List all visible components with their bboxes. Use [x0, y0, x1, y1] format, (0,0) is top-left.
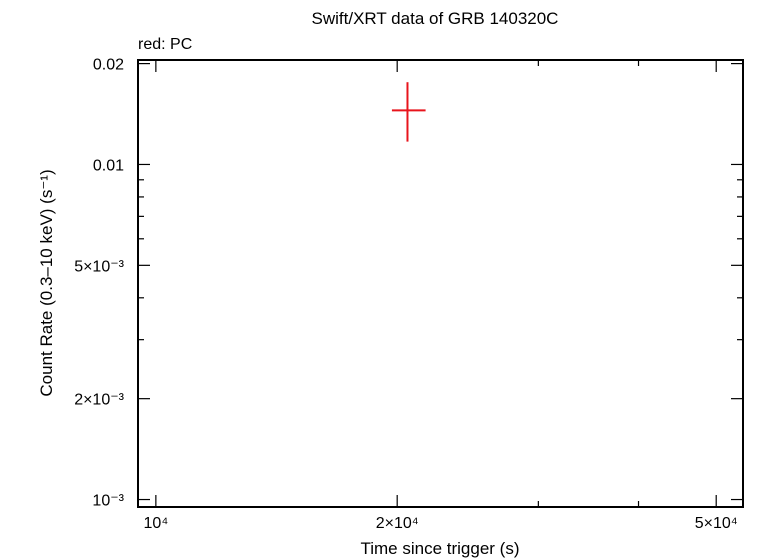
- axis-ticks: [138, 60, 743, 507]
- x-tick-label: 10⁴: [144, 515, 169, 532]
- legend-text: red: PC: [138, 36, 192, 53]
- chart-title: Swift/XRT data of GRB 140320C: [312, 9, 559, 28]
- x-tick-label: 2×10⁴: [376, 515, 419, 532]
- y-tick-label: 10⁻³: [92, 493, 124, 510]
- tick-labels: 10⁴ 2×10⁴ 5×10⁴ 0.02 0.01 5×10⁻³ 2×10⁻³ 10⁻³: [74, 57, 738, 532]
- x-tick-label: 5×10⁴: [695, 515, 738, 532]
- x-axis-label: Time since trigger (s): [360, 539, 519, 558]
- data-points: [391, 82, 426, 142]
- y-tick-label: 0.01: [93, 157, 124, 174]
- y-tick-label: 5×10⁻³: [74, 258, 124, 275]
- data-point: [391, 82, 426, 142]
- plot-frame: [137, 59, 744, 508]
- y-tick-label: 2×10⁻³: [74, 392, 124, 409]
- y-tick-label: 0.02: [93, 57, 124, 74]
- y-axis-label: Count Rate (0.3–10 keV) (s⁻¹): [37, 169, 56, 396]
